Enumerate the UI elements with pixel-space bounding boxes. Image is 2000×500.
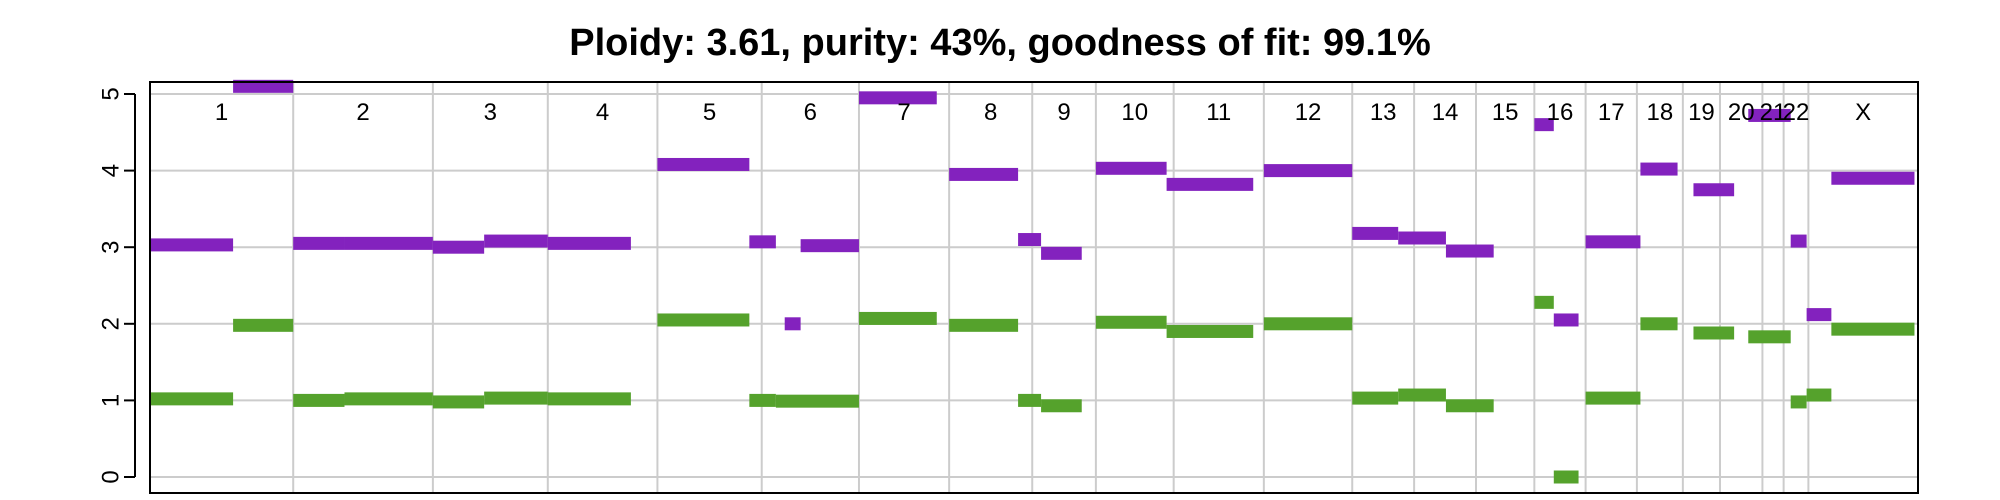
y-axis: 0 1 2 3 4 5 bbox=[97, 87, 136, 484]
major-segment bbox=[233, 79, 294, 93]
minor-segment bbox=[1095, 315, 1167, 329]
minor-segment bbox=[1166, 324, 1254, 338]
major-segment bbox=[1018, 233, 1042, 247]
chromosome-label-12: 12 bbox=[1295, 99, 1322, 126]
major-segment bbox=[547, 236, 631, 250]
chromosome-label-14: 14 bbox=[1432, 99, 1459, 126]
segment-layer bbox=[150, 79, 1915, 484]
major-segment bbox=[432, 240, 485, 254]
minor-segment bbox=[775, 394, 859, 408]
chromosome-label-21: 21 bbox=[1760, 99, 1787, 126]
minor-segment bbox=[547, 392, 631, 406]
y-tick-label: 5 bbox=[97, 87, 124, 100]
chromosome-label-9: 9 bbox=[1057, 99, 1070, 126]
minor-segment bbox=[484, 391, 548, 405]
chromosome-label-18: 18 bbox=[1647, 99, 1674, 126]
chromosome-label-17: 17 bbox=[1598, 99, 1625, 126]
y-tick-label: 1 bbox=[97, 394, 124, 407]
major-segment bbox=[1748, 108, 1791, 122]
major-segment bbox=[1806, 308, 1832, 322]
major-segment bbox=[858, 91, 937, 105]
minor-segment bbox=[1263, 317, 1353, 331]
major-segment bbox=[1831, 171, 1915, 185]
y-tick-label: 2 bbox=[97, 317, 124, 330]
minor-segment bbox=[657, 313, 750, 327]
minor-segment bbox=[1018, 393, 1042, 407]
minor-segment bbox=[432, 395, 485, 409]
major-segment bbox=[784, 317, 801, 331]
minor-segment bbox=[1553, 470, 1579, 484]
minor-segment bbox=[1534, 295, 1554, 309]
major-segment bbox=[344, 236, 433, 250]
plot-frame bbox=[149, 81, 1919, 494]
chromosome-label-1: 1 bbox=[215, 99, 228, 126]
major-segment bbox=[1585, 235, 1641, 249]
major-segment bbox=[1693, 183, 1735, 197]
chromosome-label-2: 2 bbox=[356, 99, 369, 126]
minor-segment bbox=[150, 392, 234, 406]
major-segment bbox=[1398, 231, 1446, 245]
chromosome-label-13: 13 bbox=[1370, 99, 1397, 126]
major-segment bbox=[1041, 246, 1082, 260]
minor-segment bbox=[1806, 388, 1832, 402]
major-segment bbox=[1553, 313, 1579, 327]
minor-segment bbox=[1748, 330, 1791, 344]
chromosome-label-15: 15 bbox=[1492, 99, 1519, 126]
minor-segment bbox=[858, 311, 937, 325]
major-segment bbox=[1263, 164, 1353, 178]
minor-segment bbox=[749, 393, 776, 407]
minor-segment bbox=[1790, 395, 1807, 409]
minor-segment bbox=[1640, 317, 1678, 331]
chromosome-label-8: 8 bbox=[984, 99, 997, 126]
major-segment bbox=[800, 239, 859, 253]
chromosome-label-19: 19 bbox=[1688, 99, 1715, 126]
chromosome-label-10: 10 bbox=[1121, 99, 1148, 126]
major-segment bbox=[1095, 161, 1167, 175]
major-segment bbox=[1640, 162, 1678, 176]
y-tick-label: 3 bbox=[97, 241, 124, 254]
major-segment bbox=[293, 236, 345, 250]
minor-segment bbox=[1693, 326, 1735, 340]
minor-segment bbox=[1352, 391, 1399, 405]
minor-segment bbox=[1398, 388, 1446, 402]
minor-segment bbox=[344, 392, 433, 406]
major-segment bbox=[150, 238, 234, 252]
chromosome-label-16: 16 bbox=[1547, 99, 1574, 126]
chromosome-label-11: 11 bbox=[1206, 99, 1231, 126]
minor-segment bbox=[1445, 399, 1494, 413]
major-segment bbox=[1445, 244, 1494, 258]
major-segment bbox=[949, 167, 1019, 181]
major-segment bbox=[484, 234, 548, 248]
major-segment bbox=[657, 157, 750, 171]
chromosome-label-5: 5 bbox=[703, 99, 716, 126]
chromosome-label-20: 20 bbox=[1728, 99, 1755, 126]
major-segment bbox=[1166, 177, 1254, 191]
chromosome-label-4: 4 bbox=[596, 99, 609, 126]
chart-title: Ploidy: 3.61, purity: 43%, goodness of f… bbox=[569, 22, 1431, 64]
chromosome-label-7: 7 bbox=[897, 99, 910, 126]
major-segment bbox=[749, 235, 776, 249]
y-tick-label: 0 bbox=[97, 470, 124, 483]
major-segment bbox=[1534, 118, 1554, 132]
grid-layer bbox=[150, 82, 1918, 493]
major-segment bbox=[1352, 226, 1399, 240]
minor-segment bbox=[1831, 322, 1915, 336]
chromosome-label-X: X bbox=[1855, 99, 1871, 126]
minor-segment bbox=[1585, 391, 1641, 405]
chromosome-label-6: 6 bbox=[804, 99, 817, 126]
minor-segment bbox=[1041, 399, 1082, 413]
chromosome-label-22: 22 bbox=[1783, 99, 1810, 126]
minor-segment bbox=[293, 393, 345, 407]
minor-segment bbox=[949, 318, 1019, 332]
chromosome-label-3: 3 bbox=[484, 99, 497, 126]
minor-segment bbox=[233, 318, 294, 332]
y-tick-label: 4 bbox=[97, 164, 124, 177]
major-segment bbox=[1790, 234, 1807, 248]
